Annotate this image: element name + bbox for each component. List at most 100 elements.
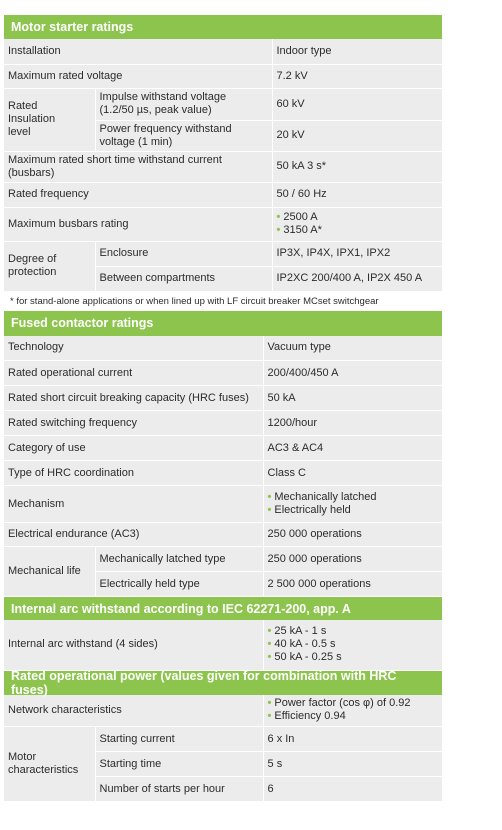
fused-contactor-table: Technology Vacuum type Rated operational…: [4, 335, 442, 597]
technology-value: Vacuum type: [262, 335, 442, 361]
table-row: Technology Vacuum type: [4, 335, 442, 361]
list-item: • Mechanically latched: [267, 491, 377, 503]
busbars-label: Maximum busbars rating: [4, 207, 272, 242]
switching-frequency-value: 1200/hour: [262, 410, 442, 436]
breaking-capacity-label: Rated short circuit breaking capacity (H…: [4, 385, 263, 411]
coordination-label: Type of HRC coordination: [4, 460, 263, 486]
network-label: Network characteristics: [4, 694, 264, 727]
starts-per-hour-value: 6: [262, 776, 443, 802]
table-row: Maximum busbars rating • 2500 A • 3150 A*: [4, 207, 442, 242]
operational-current-value: 200/400/450 A: [262, 360, 442, 386]
held-type-label: Electrically held type: [94, 571, 263, 597]
frequency-value: 50 / 60 Hz: [271, 182, 442, 208]
bullet-icon: •: [276, 211, 281, 223]
internal-arc-table: Internal arc withstand (4 sides) • 25 kA …: [4, 620, 442, 671]
list-item: • 25 kA - 1 s: [267, 625, 327, 638]
table-row: Installation Indoor type: [4, 39, 442, 65]
operational-power-header: Rated operational power (values given fo…: [4, 669, 442, 697]
breaking-capacity-value: 50 kA: [262, 385, 442, 411]
impulse-value: 60 kV: [271, 88, 442, 121]
impulse-label: Impulse withstand voltage (1.2/50 µs, pe…: [94, 88, 272, 121]
technology-label: Technology: [4, 335, 263, 361]
starting-current-value: 6 x In: [262, 726, 443, 752]
short-time-value: 50 kA 3 s*: [271, 151, 442, 183]
table-row: Type of HRC coordination Class C: [4, 460, 442, 486]
table-row: Number of starts per hour 6: [4, 776, 443, 802]
insulation-group-label: Rated Insulation level: [4, 88, 95, 152]
busbars-value: • 2500 A • 3150 A*: [271, 207, 442, 242]
table-row: Maximum rated short time withstand curre…: [4, 151, 442, 183]
motor-characteristics-label: Motor characteristics: [4, 726, 95, 802]
table-row: Rated operational current 200/400/450 A: [4, 360, 442, 386]
short-time-label: Maximum rated short time withstand curre…: [4, 151, 272, 183]
table-row: Mechanism • Mechanically latched • Electri…: [4, 485, 442, 523]
operational-power-table: Network characteristics • Power factor (c…: [4, 694, 443, 802]
bullet-icon: •: [267, 491, 272, 503]
table-row: Category of use AC3 & AC4: [4, 435, 442, 461]
bullet-icon: •: [276, 224, 281, 236]
latched-type-label: Mechanically latched type: [94, 546, 263, 572]
list-item: • 50 kA - 0.25 s: [267, 651, 342, 664]
switching-frequency-label: Rated switching frequency: [4, 410, 263, 436]
table-row: Starting time 5 s: [4, 751, 443, 777]
list-item: • 2500 A: [276, 211, 318, 223]
bullet-icon: •: [267, 638, 272, 651]
mechanism-label: Mechanism: [4, 485, 263, 523]
list-item: • 40 kA - 0.5 s: [267, 638, 336, 651]
table-row: Maximum rated voltage 7.2 kV: [4, 64, 442, 89]
frequency-label: Rated frequency: [4, 182, 272, 208]
power-frequency-label: Power frequency withstand voltage (1 min…: [94, 120, 272, 152]
starts-per-hour-label: Number of starts per hour: [94, 776, 264, 802]
table-row: Mechanical life Mechanically latched typ…: [4, 546, 442, 597]
list-item: • Efficiency 0.94: [267, 710, 346, 723]
endurance-label: Electrical endurance (AC3): [4, 522, 263, 547]
motor-starter-table: Installation Indoor type Maximum rated v…: [4, 39, 442, 292]
table-row: Power frequency withstand voltage (1 min…: [4, 120, 442, 152]
footnote: * for stand-alone applications or when l…: [10, 295, 379, 307]
table-row: Rated short circuit breaking capacity (H…: [4, 385, 442, 411]
max-voltage-value: 7.2 kV: [271, 64, 442, 89]
table-row: Rated Insulation level Impulse withstand…: [4, 88, 442, 152]
mechanical-life-label: Mechanical life: [4, 546, 95, 597]
enclosure-value: IP3X, IP4X, IPX1, IPX2: [271, 241, 442, 267]
endurance-value: 250 000 operations: [262, 522, 442, 547]
starting-time-label: Starting time: [94, 751, 264, 777]
table-row: Rated switching frequency 1200/hour: [4, 410, 442, 436]
operational-current-label: Rated operational current: [4, 360, 263, 386]
fused-contactor-header: Fused contactor ratings: [4, 310, 442, 336]
ratings-document: Motor starter ratings Installation Indoo…: [4, 15, 443, 802]
table-row: Internal arc withstand (4 sides) • 25 kA …: [4, 620, 442, 671]
enclosure-label: Enclosure: [94, 241, 272, 267]
table-row: Motor characteristics Starting current 6…: [4, 726, 443, 802]
table-row: Between compartments IP2XC 200/400 A, IP…: [4, 266, 442, 292]
internal-arc-header: Internal arc withstand according to IEC …: [4, 597, 442, 620]
latched-type-value: 250 000 operations: [262, 546, 442, 572]
held-type-value: 2 500 000 operations: [262, 571, 442, 597]
list-item: • Electrically held: [267, 504, 351, 516]
compartments-value: IP2XC 200/400 A, IP2X 450 A: [271, 266, 442, 292]
installation-label: Installation: [4, 39, 272, 65]
bullet-icon: •: [267, 625, 272, 638]
motor-starter-header: Motor starter ratings: [4, 15, 442, 39]
protection-group-label: Degree of protection: [4, 241, 95, 292]
max-voltage-label: Maximum rated voltage: [4, 64, 272, 89]
table-row: Degree of protection Enclosure IP3X, IP4…: [4, 241, 442, 292]
starting-time-value: 5 s: [262, 751, 443, 777]
bullet-icon: •: [267, 710, 272, 723]
coordination-value: Class C: [262, 460, 442, 486]
list-item: • Power factor (cos φ) of 0.92: [267, 697, 411, 710]
table-row: Rated frequency 50 / 60 Hz: [4, 182, 442, 208]
bullet-icon: •: [267, 651, 272, 664]
category-label: Category of use: [4, 435, 263, 461]
table-row: Electrically held type 2 500 000 operati…: [4, 571, 442, 597]
table-row: Electrical endurance (AC3) 250 000 opera…: [4, 522, 442, 547]
starting-current-label: Starting current: [94, 726, 264, 752]
internal-arc-value: • 25 kA - 1 s • 40 kA - 0.5 s • 50 kA - 0.2…: [262, 620, 442, 671]
network-value: • Power factor (cos φ) of 0.92 • Efficienc…: [262, 694, 443, 727]
table-row: Network characteristics • Power factor (c…: [4, 694, 443, 727]
list-item: • 3150 A*: [276, 224, 322, 236]
internal-arc-label: Internal arc withstand (4 sides): [4, 620, 263, 671]
installation-value: Indoor type: [271, 39, 442, 65]
compartments-label: Between compartments: [94, 266, 272, 292]
category-value: AC3 & AC4: [262, 435, 442, 461]
